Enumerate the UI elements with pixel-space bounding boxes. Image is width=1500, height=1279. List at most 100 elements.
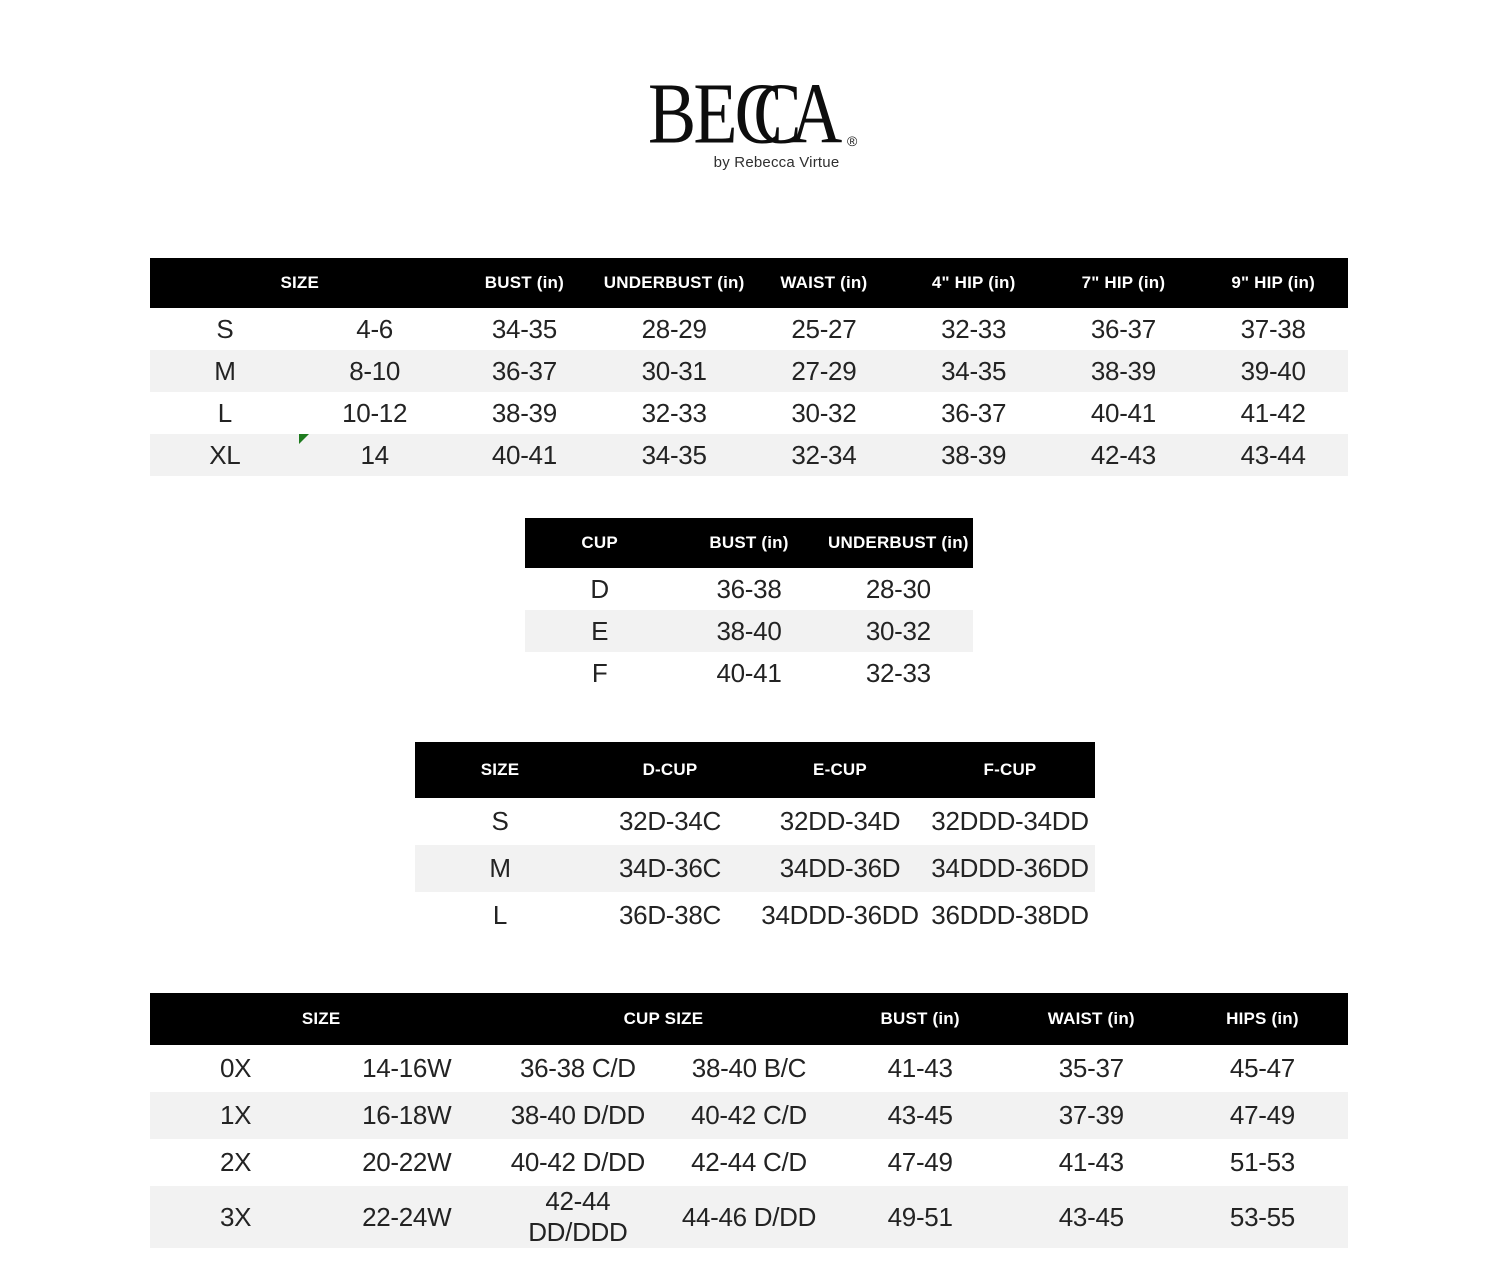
table-cell: 43-44: [1240, 439, 1306, 470]
column-header: BUST (in): [449, 258, 600, 308]
table-cell: 16-18W: [362, 1100, 452, 1130]
column-header: D-CUP: [585, 742, 755, 798]
table-cell: 34DDD-36DD: [931, 853, 1089, 883]
table-cell: S: [491, 806, 509, 836]
table-row: F 40-41 32-33: [525, 652, 973, 694]
plus-size-chart: SIZE CUP SIZE BUST (in) WAIST (in) HIPS (in)…: [150, 993, 1348, 1248]
cup-measurements-table: CUP BUST (in) UNDERBUST (in) D 36-38 28-30 E 38…: [525, 518, 973, 694]
table-cell: 47-49: [1229, 1100, 1295, 1130]
standard-sizes-table: SIZE BUST (in) UNDERBUST (in) WAIST (in) 4" …: [150, 258, 1348, 476]
table-cell: 32DDD-34DD: [931, 806, 1089, 836]
column-header: BUST (in): [674, 518, 824, 568]
table-cell: 8-10: [349, 355, 401, 386]
table-cell: M: [214, 355, 236, 386]
logo-letter: B: [647, 66, 696, 162]
column-header: UNDERBUST (in): [599, 258, 749, 308]
table-cell: 34DD-36D: [779, 853, 901, 883]
column-header: HIPS (in): [1176, 993, 1348, 1045]
table-cell: F: [591, 657, 608, 688]
cup-sizes-table: SIZE D-CUP E-CUP F-CUP S 32D-34C 32DD-34D 32DDD…: [415, 742, 1095, 939]
registered-trademark-icon: ®: [847, 133, 858, 149]
header-row: CUP BUST (in) UNDERBUST (in): [525, 518, 973, 568]
table-cell: 10-12: [342, 397, 408, 428]
table-cell: 35-37: [1058, 1053, 1124, 1083]
table-cell: 14-16W: [362, 1053, 452, 1083]
table-cell: 47-49: [887, 1147, 953, 1177]
table-cell: 36-38 C/D: [519, 1053, 636, 1083]
table-cell: S: [216, 313, 234, 344]
column-header: CUP SIZE: [492, 993, 835, 1045]
table-cell: 4-6: [356, 313, 393, 344]
table-cell: 1X: [219, 1100, 252, 1130]
column-header: 7" HIP (in): [1048, 258, 1199, 308]
table-cell: 53-55: [1229, 1201, 1295, 1232]
table-row: XL 14 40-41 34-35 32-34 38-39 42-43 43-44: [150, 434, 1348, 476]
logo-letter: C: [752, 66, 801, 162]
table-cell: 14: [360, 439, 389, 470]
table-row: S 32D-34C 32DD-34D 32DDD-34DD: [415, 798, 1095, 845]
table-cell: 43-45: [887, 1100, 953, 1130]
table-cell: 30-32: [865, 615, 931, 646]
table-cell: 40-41: [716, 657, 782, 688]
header-row: SIZE CUP SIZE BUST (in) WAIST (in) HIPS (in): [150, 993, 1348, 1045]
cup-size-chart: SIZE D-CUP E-CUP F-CUP S 32D-34C 32DD-34D 32DDD…: [415, 742, 1095, 939]
table-row: 1X 16-18W 38-40 D/DD 40-42 C/D 43-45 37-39 47-…: [150, 1092, 1348, 1139]
column-header: SIZE: [415, 742, 585, 798]
table-cell: 2X: [219, 1147, 252, 1177]
column-header: SIZE: [150, 258, 450, 308]
table-cell: 34D-36C: [619, 853, 721, 883]
table-cell: 34-35: [641, 439, 707, 470]
table-cell: 36-37: [1090, 313, 1156, 344]
column-header: 4" HIP (in): [898, 258, 1049, 308]
table-cell: 32-33: [641, 397, 707, 428]
table-cell: 3X: [219, 1201, 252, 1232]
table-cell: 30-31: [641, 355, 707, 386]
table-cell: L: [217, 397, 232, 428]
table-cell: 32D-34C: [619, 806, 721, 836]
table-cell: 36-37: [491, 355, 557, 386]
table-row: L 36D-38C 34DDD-36DD 36DDD-38DD: [415, 892, 1095, 939]
cup-measurement-chart: CUP BUST (in) UNDERBUST (in) D 36-38 28-30 E 38…: [525, 518, 973, 694]
table-cell: 41-42: [1240, 397, 1306, 428]
table-cell: 34-35: [941, 355, 1007, 386]
column-header: UNDERBUST (in): [823, 518, 973, 568]
table-cell: 40-41: [1090, 397, 1156, 428]
standard-size-chart: SIZE BUST (in) UNDERBUST (in) WAIST (in) 4" …: [150, 258, 1348, 476]
table-row: D 36-38 28-30: [525, 568, 973, 610]
table-cell: 39-40: [1240, 355, 1306, 386]
column-header: E-CUP: [755, 742, 925, 798]
column-header: WAIST (in): [749, 258, 899, 308]
table-cell: 27-29: [791, 355, 857, 386]
table-row: 3X 22-24W 42-44 DD/DDD 44-46 D/DD 49-51 43-45…: [150, 1186, 1348, 1248]
table-row: 0X 14-16W 36-38 C/D 38-40 B/C 41-43 35-37 45-4…: [150, 1045, 1348, 1092]
table-cell: 49-51: [887, 1201, 953, 1232]
table-cell: 28-30: [865, 573, 931, 604]
table-cell: L: [492, 900, 508, 930]
table-cell: 38-40: [716, 615, 782, 646]
table-cell: 38-40 B/C: [691, 1053, 807, 1083]
table-cell: 36D-38C: [619, 900, 721, 930]
table-cell: 32-33: [941, 313, 1007, 344]
table-row: M 8-10 36-37 30-31 27-29 34-35 38-39 39-40: [150, 350, 1348, 392]
table-cell: 34DDD-36DD: [761, 900, 919, 930]
column-header: BUST (in): [834, 993, 1006, 1045]
table-row: 2X 20-22W 40-42 D/DD 42-44 C/D 47-49 41-43 51-…: [150, 1139, 1348, 1186]
table-row: M 34D-36C 34DD-36D 34DDD-36DD: [415, 845, 1095, 892]
brand-tagline: by Rebecca Virtue: [713, 154, 840, 171]
table-cell: 0X: [219, 1053, 252, 1083]
table-cell: 36-37: [941, 397, 1007, 428]
cell-corner-marker-icon: [299, 434, 309, 444]
table-cell: 25-27: [791, 313, 857, 344]
table-cell: 34-35: [491, 313, 557, 344]
table-cell: 38-39: [941, 439, 1007, 470]
table-cell: 32-33: [865, 657, 931, 688]
column-header: CUP: [525, 518, 675, 568]
plus-sizes-table: SIZE CUP SIZE BUST (in) WAIST (in) HIPS (in)…: [150, 993, 1348, 1248]
table-cell: D: [590, 573, 609, 604]
column-header: 9" HIP (in): [1198, 258, 1348, 308]
table-cell: 40-42 C/D: [691, 1100, 807, 1130]
table-cell: 40-41: [491, 439, 557, 470]
table-cell: 38-39: [1090, 355, 1156, 386]
